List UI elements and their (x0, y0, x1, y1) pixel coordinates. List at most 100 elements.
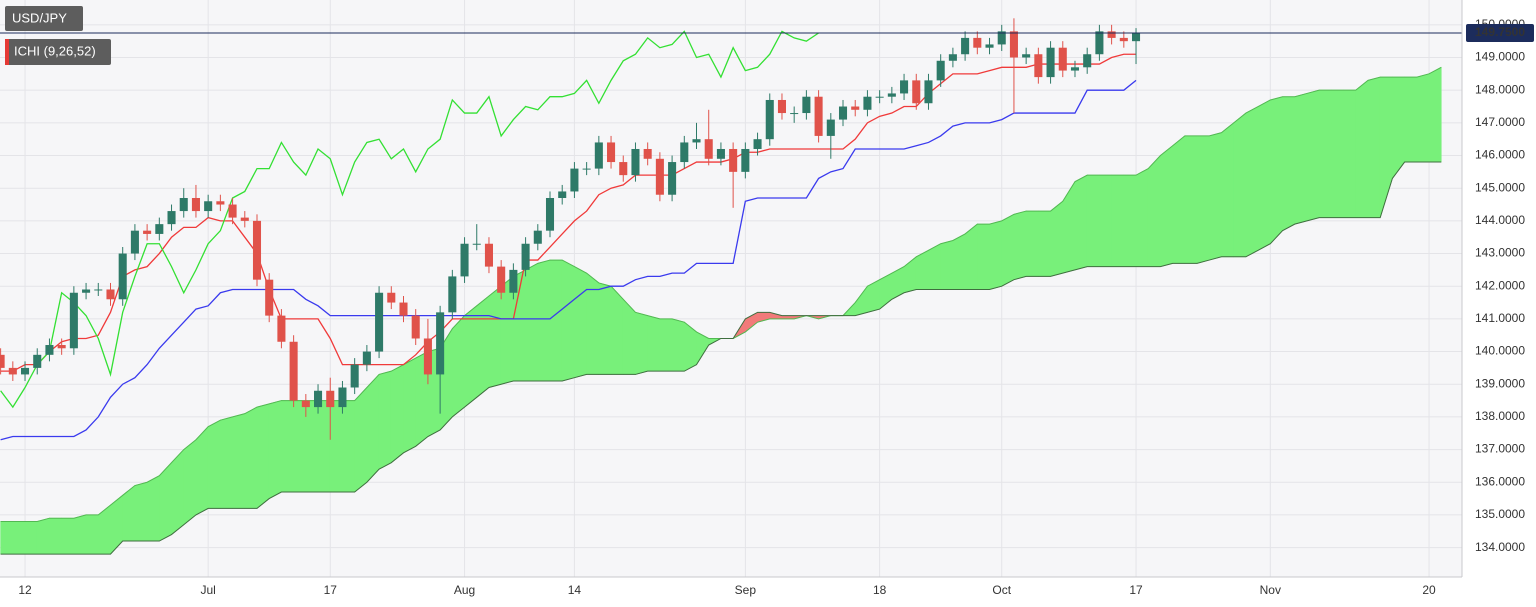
cloud-segment (537, 259, 551, 382)
cloud-segment (1343, 89, 1357, 218)
y-tick-label: 143.0000 (1475, 246, 1525, 260)
y-tick-label: 146.0000 (1475, 148, 1525, 162)
candles (0, 18, 1141, 440)
candle-body (851, 106, 860, 110)
indicator-box (5, 39, 111, 65)
cloud-segment (977, 223, 990, 290)
cloud-segment (1331, 89, 1344, 218)
cloud-segment (146, 475, 160, 542)
y-tick-label: 135.0000 (1475, 507, 1525, 521)
x-tick-label: 18 (873, 583, 887, 597)
cloud-segment (464, 305, 478, 408)
cloud-segment (305, 400, 319, 493)
candle-body (191, 197, 200, 212)
cloud-segment (1050, 200, 1064, 277)
candle-body (1131, 32, 1141, 42)
cloud-segment (989, 220, 1003, 290)
candle-body (1009, 31, 1018, 58)
last-price-label: 149.7500 (1475, 25, 1525, 39)
cloud-segment (1111, 174, 1125, 267)
cloud (0, 66, 1442, 555)
candle-body (436, 312, 445, 375)
cloud-segment (610, 285, 624, 375)
cloud-segment (928, 243, 941, 290)
y-tick-label: 148.0000 (1475, 82, 1525, 96)
candle-body (484, 243, 493, 267)
y-tick-label: 142.0000 (1475, 278, 1525, 292)
cloud-segment (1367, 76, 1381, 218)
cloud-segment (659, 318, 673, 372)
x-tick-label: 17 (1129, 583, 1143, 597)
cloud-segment (1013, 210, 1027, 281)
candle-body (594, 142, 603, 169)
candle-body (1119, 37, 1128, 42)
cloud-segment (1270, 96, 1283, 245)
x-tick-label: 14 (568, 583, 582, 597)
candle-body (509, 269, 518, 293)
candle-body (619, 162, 628, 176)
y-tick-label: 149.0000 (1475, 50, 1525, 64)
x-tick-label: Oct (992, 583, 1011, 597)
candle-body (631, 148, 640, 176)
axes: 134.0000 135.0000 136.0000 137.0000 138.0000… (0, 17, 1534, 597)
candle-body (387, 292, 396, 303)
cloud-segment (281, 400, 294, 493)
candle-body (875, 96, 884, 98)
cloud-segment (1074, 174, 1088, 271)
cloud-segment (1404, 76, 1418, 163)
candle-body (350, 364, 359, 388)
cloud-segment (232, 413, 246, 509)
candle-body (777, 99, 787, 114)
candle-body (289, 341, 298, 401)
candle-body (82, 289, 91, 293)
cloud-segment (452, 314, 465, 418)
cloud-segment (171, 448, 185, 536)
cloud-segment (561, 259, 575, 382)
cloud-segment (1208, 132, 1222, 261)
x-tick-label: 20 (1422, 583, 1436, 597)
candle-body (8, 367, 17, 375)
cloud-segment (49, 517, 62, 555)
candle-body (668, 162, 677, 195)
candle-body (912, 80, 921, 104)
candle-body (814, 96, 823, 136)
candle-body (765, 99, 774, 140)
cloud-segment (390, 364, 404, 464)
cloud-segment (1099, 174, 1112, 267)
candle-body (973, 37, 982, 48)
cloud-segment (61, 517, 75, 555)
span-b-line (0, 161, 1442, 555)
cloud-segment (586, 272, 600, 375)
indicator-line (0, 30, 819, 409)
y-tick-label: 137.0000 (1475, 442, 1525, 456)
cloud-segment (1123, 174, 1137, 267)
indicator-line (0, 53, 1137, 372)
candle-body (582, 168, 591, 170)
candle-body (106, 289, 115, 300)
symbol-label: USD/JPY (12, 10, 67, 25)
candle-body (863, 96, 872, 110)
candle-body (790, 113, 799, 115)
cloud-segment (36, 517, 50, 555)
candle-body (411, 315, 420, 339)
candle-body (1022, 54, 1031, 58)
candle-body (753, 139, 762, 149)
candle-body (252, 220, 262, 280)
candle-body (338, 387, 347, 408)
cloud-segment (1086, 174, 1100, 267)
candle-body (179, 197, 188, 212)
cloud-segment (1257, 99, 1271, 251)
cloud-segment (403, 357, 417, 454)
candle-body (607, 142, 616, 163)
candle-body (57, 345, 66, 349)
cloud-segment (24, 521, 38, 555)
candle-body (692, 139, 701, 143)
candle-body (277, 315, 286, 342)
cloud-segment (183, 439, 197, 526)
candle-body (961, 37, 970, 55)
cloud-segment (525, 262, 539, 382)
x-tick-label: 12 (18, 583, 32, 597)
candle-body (362, 351, 371, 365)
candle-body (1083, 54, 1092, 68)
candle-body (94, 289, 103, 291)
